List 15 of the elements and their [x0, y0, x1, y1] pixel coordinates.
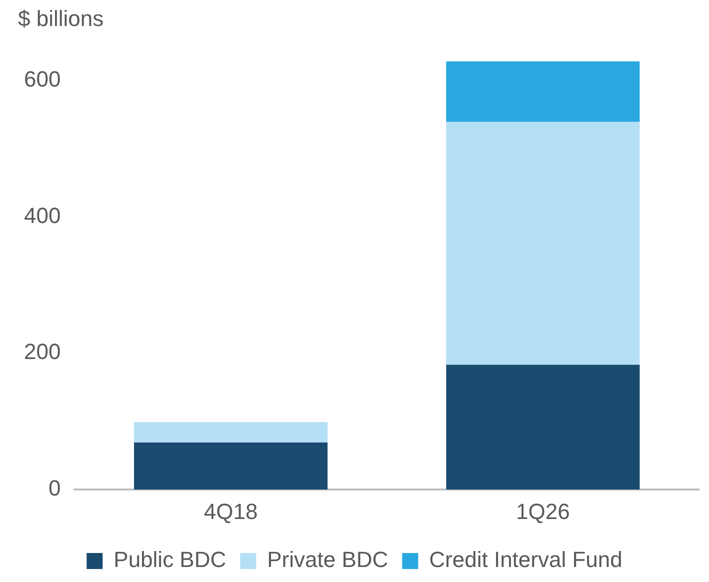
bar	[446, 122, 640, 365]
x-tick-label: 4Q18	[204, 498, 258, 524]
legend-label: Public BDC	[114, 547, 226, 572]
y-tick-label: 400	[24, 202, 61, 228]
legend-label: Private BDC	[267, 547, 388, 572]
y-tick-label: 0	[48, 476, 61, 501]
bar	[446, 364, 640, 490]
y-axis-title: $ billions	[18, 6, 104, 32]
legend-label: Credit Interval Fund	[429, 547, 622, 572]
y-tick-label: 600	[24, 66, 61, 92]
bar	[446, 61, 640, 122]
x-tick-label: 1Q26	[516, 498, 570, 524]
bar	[134, 422, 328, 443]
bar	[134, 442, 328, 490]
y-tick-label: 200	[24, 339, 61, 364]
